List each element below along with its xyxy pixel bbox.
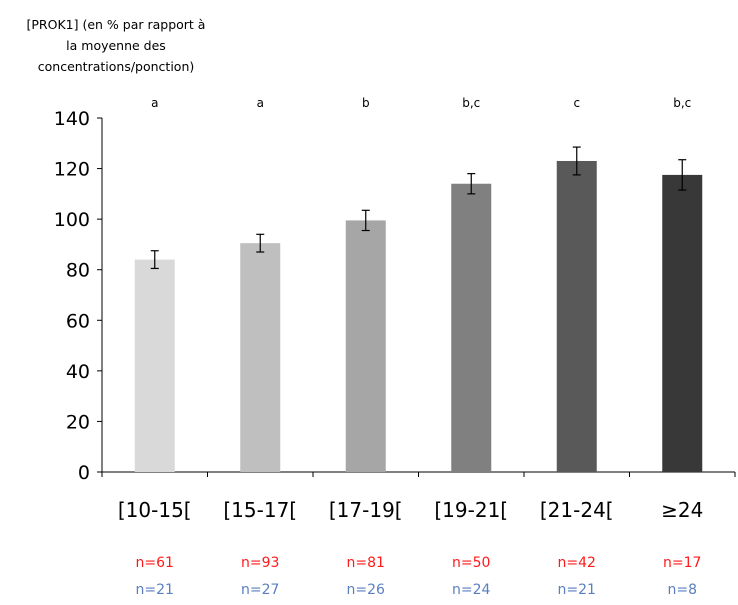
category-label: [10-15[ [118,498,192,522]
y-axis-title-line-2: la moyenne des [66,38,166,53]
n-count-blue: n=21 [558,582,596,598]
bar [556,160,597,472]
significance-label: b,c [462,96,480,110]
y-tick-label: 60 [66,310,90,332]
significance-label: b,c [673,96,691,110]
y-axis-title: [PROK1] (en % par rapport à la moyenne d… [2,14,230,77]
significance-label: b [362,96,370,110]
n-count-blue: n=21 [136,582,174,598]
y-axis-title-line-1: [PROK1] (en % par rapport à [26,17,206,32]
n-count-red: n=42 [558,555,596,571]
significance-label: c [573,96,580,110]
n-count-blue: n=24 [452,582,491,598]
bar [134,259,175,472]
bar [662,174,703,472]
y-tick-label: 80 [66,260,90,282]
n-count-red: n=17 [663,555,701,571]
y-tick-label: 120 [54,159,90,181]
y-tick-label: 40 [66,361,90,383]
y-tick-label: 0 [78,462,90,484]
n-count-blue: n=27 [241,582,279,598]
y-tick-label: 20 [66,411,90,433]
y-tick-label: 100 [54,209,90,231]
n-count-red: n=81 [347,555,385,571]
category-label: [15-17[ [223,498,297,522]
category-label: [19-21[ [434,498,508,522]
bar [345,220,386,472]
y-tick-label: 140 [54,108,90,130]
n-count-red: n=93 [241,555,279,571]
bar [451,183,492,472]
n-count-red: n=61 [136,555,174,571]
significance-label: a [151,96,158,110]
n-count-red: n=50 [452,555,490,571]
n-count-blue: n=8 [667,582,697,598]
significance-label: a [257,96,264,110]
category-label: [21-24[ [540,498,614,522]
category-label: ≥24 [661,498,703,522]
bar [240,243,281,472]
category-label: [17-19[ [329,498,403,522]
y-axis-title-line-3: concentrations/ponction) [37,59,195,74]
n-count-blue: n=26 [347,582,386,598]
